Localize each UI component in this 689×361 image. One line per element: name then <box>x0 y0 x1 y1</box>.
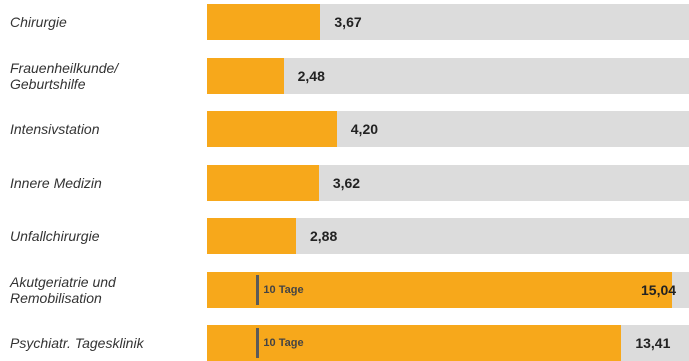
value-label: 2,88 <box>309 228 338 244</box>
category-label: Innere Medizin <box>10 175 102 191</box>
category-label-line: Chirurgie <box>10 14 67 30</box>
category-label: Psychiatr. Tagesklinik <box>10 335 144 351</box>
bar-track <box>207 111 689 147</box>
bar <box>207 271 672 308</box>
category-label-line: Intensivstation <box>10 121 100 137</box>
reference-marker <box>256 274 260 305</box>
bar <box>207 57 284 94</box>
category-label: Unfallchirurgie <box>10 228 99 244</box>
bar-track <box>207 4 689 40</box>
bar <box>207 164 319 201</box>
value-label: 13,41 <box>635 335 671 351</box>
value-label: 4,20 <box>350 121 379 137</box>
value-label: 15,04 <box>641 281 677 298</box>
bar-track <box>207 218 689 254</box>
bar <box>207 4 321 40</box>
bar <box>207 325 622 361</box>
value-label: 3,62 <box>332 174 361 191</box>
category-label: Chirurgie <box>10 14 67 30</box>
category-label-line: Frauenheilkunde/ <box>10 59 119 76</box>
bar <box>207 218 296 254</box>
category-label: Akutgeriatrie und Remobilisation <box>10 274 116 306</box>
bar-track <box>207 164 689 201</box>
category-label: Intensivstation <box>10 121 100 137</box>
category-label-line: Psychiatr. Tagesklinik <box>10 335 144 351</box>
category-label-line: Geburtshilfe <box>10 75 86 92</box>
category-label-line: Akutgeriatrie und <box>10 273 116 290</box>
category-label: Frauenheilkunde/Geburtshilfe <box>10 60 118 92</box>
reference-marker <box>256 328 260 358</box>
reference-marker-label: 10 Tage <box>263 283 304 296</box>
category-label-line: Innere Medizin <box>10 174 102 191</box>
value-label: 3,67 <box>334 14 362 30</box>
category-label-line: Remobilisation <box>10 289 102 306</box>
value-label: 2,48 <box>297 67 325 84</box>
bar <box>207 111 337 147</box>
category-label-line: Unfallchirurgie <box>10 228 100 244</box>
bar-track <box>207 271 689 308</box>
bar-track <box>207 57 689 94</box>
reference-marker-label: 10 Tage <box>263 337 304 349</box>
bar-track <box>207 325 689 361</box>
